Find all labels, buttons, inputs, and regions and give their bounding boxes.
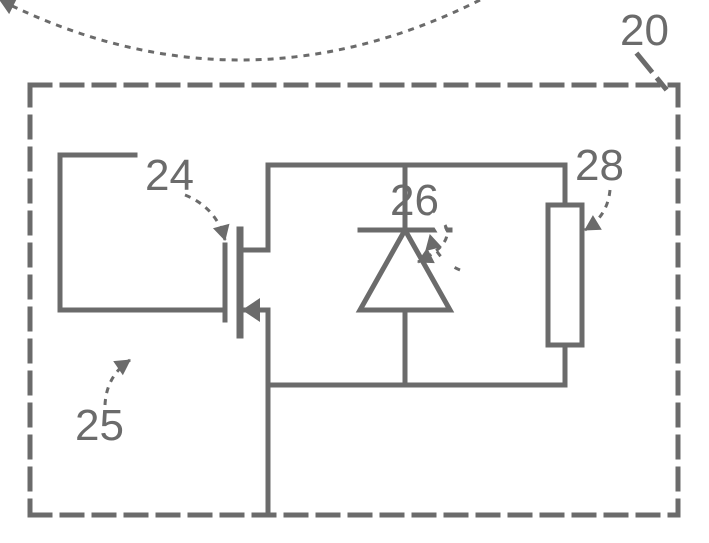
- label-25: 25: [75, 401, 124, 450]
- mosfet-arrow: [242, 298, 260, 322]
- label-20: 20: [620, 6, 669, 55]
- label-24: 24: [145, 151, 194, 200]
- label-28: 28: [575, 141, 624, 190]
- resistor-symbol: [548, 205, 582, 345]
- circuit-diagram: 2024252628: [0, 0, 709, 543]
